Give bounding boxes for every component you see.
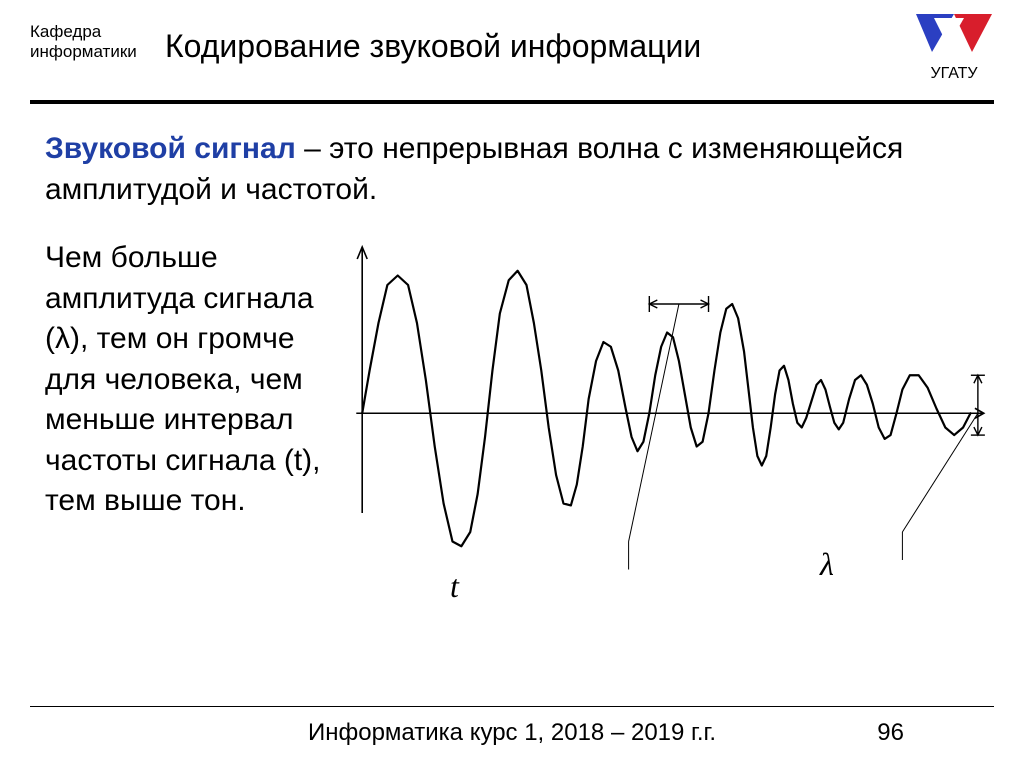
t-label: t: [450, 568, 459, 605]
wave-chart: t λ: [350, 238, 984, 618]
footer: Информатика курс 1, 2018 – 2019 г.г. 96: [0, 719, 1024, 747]
slide-title: Кодирование звуковой информации: [165, 28, 701, 65]
lambda-label: λ: [820, 546, 834, 583]
header: Кафедра информатики Кодирование звуковой…: [0, 0, 1024, 100]
org-logo-icon: [914, 8, 994, 58]
definition-term: Звуковой сигнал: [45, 132, 296, 165]
side-text: Чем больше амплитуда сигнала (λ), тем он…: [45, 238, 340, 618]
org-name: УГАТУ: [914, 65, 994, 83]
dept-line1: Кафедра: [30, 22, 101, 41]
definition-paragraph: Звуковой сигнал – это непрерывная волна …: [45, 129, 984, 210]
content: Звуковой сигнал – это непрерывная волна …: [0, 104, 1024, 618]
org-logo-block: УГАТУ: [914, 8, 994, 83]
dept-line2: информатики: [30, 42, 137, 61]
body-row: Чем больше амплитуда сигнала (λ), тем он…: [45, 238, 984, 618]
footer-divider: [30, 706, 994, 707]
department-label: Кафедра информатики: [30, 22, 137, 63]
footer-text: Информатика курс 1, 2018 – 2019 г.г.: [308, 719, 716, 747]
wave-chart-svg: [340, 228, 1020, 608]
page-number: 96: [877, 719, 904, 747]
